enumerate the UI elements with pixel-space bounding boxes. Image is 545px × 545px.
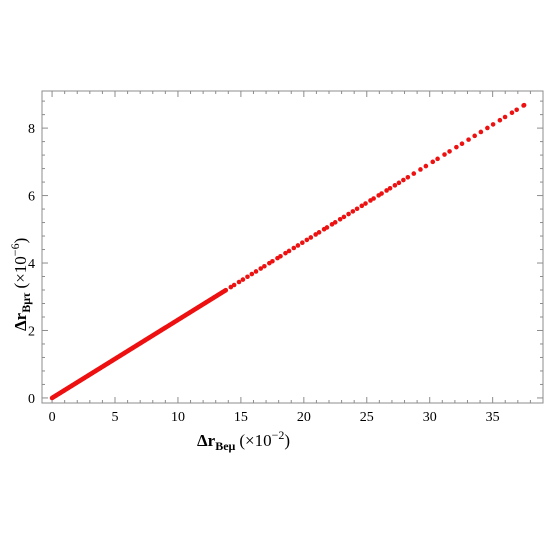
data-point <box>472 133 477 139</box>
data-point <box>240 277 246 282</box>
data-point <box>384 188 389 193</box>
data-points <box>49 102 527 401</box>
data-point <box>278 253 283 259</box>
data-point <box>435 156 440 162</box>
data-point <box>392 183 398 188</box>
data-point <box>354 206 360 212</box>
y-tick-label: 0 <box>28 392 35 407</box>
data-point <box>423 163 429 169</box>
y-axis-title: ΔrBμτ (×10−6) <box>8 238 33 331</box>
x-axis-title-base: Δr <box>197 431 216 450</box>
data-point <box>459 141 465 146</box>
axis-ticks <box>42 91 544 403</box>
y-axis-title-subscript: Bμτ <box>19 292 33 313</box>
data-point <box>262 263 267 269</box>
x-tick-label: 5 <box>112 410 119 425</box>
data-point <box>286 248 292 254</box>
x-tick-label: 10 <box>171 410 185 425</box>
data-point <box>490 122 496 127</box>
data-point <box>396 180 402 186</box>
data-point <box>346 211 351 217</box>
data-point <box>514 107 519 113</box>
data-point <box>405 174 411 180</box>
tick-labels: 0 5 10 15 20 25 30 35 0 2 4 6 8 <box>28 122 500 425</box>
x-tick-label: 0 <box>49 410 56 425</box>
y-tick-label: 6 <box>28 190 35 205</box>
data-point <box>236 279 242 285</box>
y-axis-title-close: ) <box>11 238 30 244</box>
data-point <box>447 149 452 154</box>
x-axis-title-exponent: −2 <box>272 428 285 442</box>
data-point <box>418 167 423 172</box>
data-point <box>341 214 347 220</box>
data-point <box>509 110 515 116</box>
y-tick-label: 2 <box>28 324 35 339</box>
data-point <box>350 209 356 214</box>
data-point <box>454 144 459 150</box>
data-point <box>359 203 365 209</box>
y-axis-title-factor: (×10 <box>11 256 30 288</box>
data-point <box>485 125 490 131</box>
x-tick-label: 15 <box>234 410 248 425</box>
x-axis-title-factor: (×10 <box>239 431 271 450</box>
data-point <box>283 250 288 256</box>
x-tick-label: 30 <box>423 410 437 425</box>
data-point <box>401 177 406 183</box>
data-point <box>304 237 310 243</box>
data-point <box>332 220 338 225</box>
x-tick-label: 20 <box>297 410 311 425</box>
data-point <box>379 191 384 196</box>
data-point <box>300 240 305 246</box>
data-point <box>363 201 368 206</box>
data-point <box>430 159 436 165</box>
data-point <box>308 235 314 240</box>
data-point <box>231 282 237 288</box>
x-axis-title-close: ) <box>284 431 290 450</box>
data-point <box>521 102 527 108</box>
data-point <box>249 271 255 277</box>
data-point <box>313 232 318 237</box>
data-point <box>223 287 229 293</box>
data-point <box>502 114 508 120</box>
data-point <box>371 196 376 201</box>
data-point <box>466 137 471 142</box>
data-point <box>316 230 322 235</box>
data-point <box>270 258 275 264</box>
y-axis-title-exponent: −6 <box>8 243 22 256</box>
y-tick-label: 4 <box>28 257 35 272</box>
x-axis-title: ΔrBeμ (×10−2) <box>197 428 290 453</box>
data-point <box>497 117 503 123</box>
data-point <box>478 129 484 135</box>
data-point <box>324 225 330 230</box>
x-tick-label: 35 <box>486 410 500 425</box>
data-point <box>258 266 264 271</box>
y-tick-label: 8 <box>28 122 35 137</box>
data-point <box>291 245 297 251</box>
data-point <box>442 152 447 157</box>
data-point <box>337 216 343 222</box>
plot-frame <box>41 90 544 404</box>
x-axis-title-subscript: Beμ <box>215 439 235 453</box>
y-axis-title-base: Δr <box>11 312 30 331</box>
data-point <box>245 274 250 280</box>
data-point <box>411 171 417 176</box>
x-tick-label: 25 <box>360 410 374 425</box>
data-point <box>253 269 259 274</box>
data-point <box>295 243 301 248</box>
data-point <box>387 185 393 191</box>
data-point <box>228 284 234 290</box>
